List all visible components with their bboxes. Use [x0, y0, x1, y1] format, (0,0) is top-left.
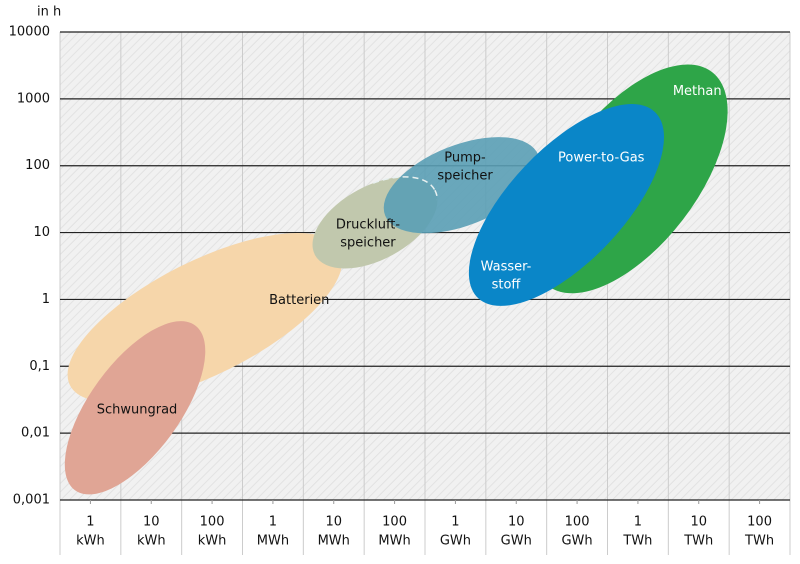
x-tick-unit: MWh — [378, 534, 410, 549]
region-label: Schwungrad — [97, 402, 178, 417]
x-tick-unit: MWh — [318, 534, 350, 549]
x-tick-label: 100 — [200, 515, 225, 530]
x-tick-unit: kWh — [137, 534, 166, 549]
region-label: Methan — [673, 84, 722, 99]
region-label: Power-to-Gas — [558, 151, 645, 166]
annotation: Wasser- — [481, 260, 532, 275]
x-tick-unit: GWh — [440, 534, 471, 549]
x-tick-unit: TWh — [683, 534, 713, 549]
annotation: stoff — [492, 278, 522, 293]
x-tick-label: 100 — [747, 515, 772, 530]
x-tick-label: 10 — [143, 515, 160, 530]
y-axis-label: in h — [37, 5, 61, 20]
y-tick-label: 10000 — [9, 25, 50, 40]
x-tick-label: 100 — [382, 515, 407, 530]
x-tick-unit: GWh — [561, 534, 592, 549]
region — [64, 321, 206, 495]
y-tick-label: 0,01 — [21, 426, 50, 441]
x-tick-label: 10 — [690, 515, 707, 530]
x-tick-unit: MWh — [257, 534, 289, 549]
x-tick-unit: kWh — [76, 534, 105, 549]
region-label: Pump- — [444, 151, 486, 166]
x-tick-unit: kWh — [198, 534, 227, 549]
y-tick-label: 10 — [33, 225, 50, 240]
x-tick-label: 10 — [508, 515, 525, 530]
x-tick-unit: GWh — [501, 534, 532, 549]
y-tick-label: 1000 — [17, 91, 50, 106]
y-tick-label: 0,001 — [13, 493, 50, 508]
y-tick-label: 0,1 — [29, 359, 50, 374]
x-tick-unit: TWh — [744, 534, 774, 549]
x-tick-label: 100 — [565, 515, 590, 530]
x-tick-label: 1 — [269, 515, 277, 530]
region-label: speicher — [340, 236, 396, 251]
y-tick-label: 1 — [42, 292, 50, 307]
x-tick-label: 10 — [325, 515, 342, 530]
region-label: Druckluft- — [336, 218, 401, 233]
region — [468, 104, 664, 306]
x-tick-label: 1 — [86, 515, 94, 530]
x-tick-unit: TWh — [622, 534, 652, 549]
region-label: Batterien — [269, 293, 329, 308]
x-tick-label: 1 — [451, 515, 459, 530]
x-tick-label: 1 — [634, 515, 642, 530]
region-label: speicher — [437, 169, 493, 184]
y-tick-label: 100 — [25, 158, 50, 173]
